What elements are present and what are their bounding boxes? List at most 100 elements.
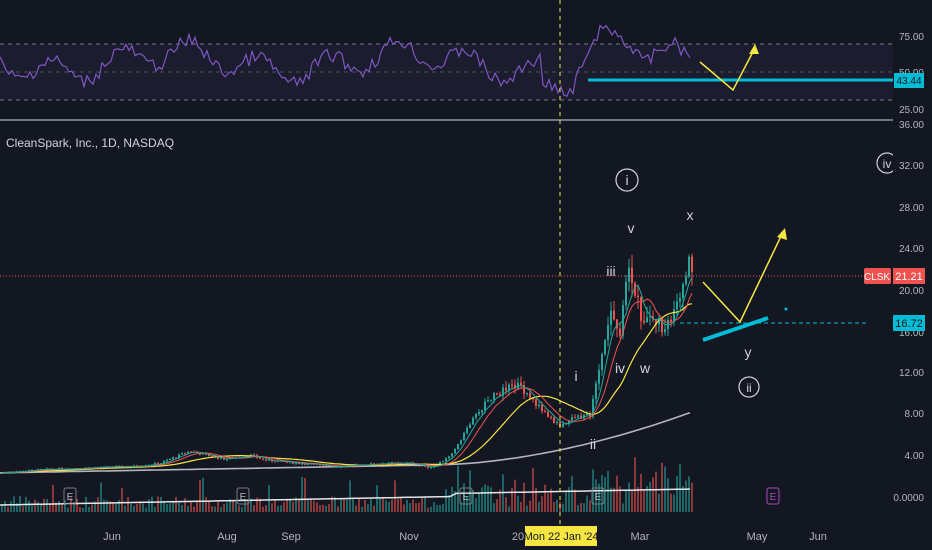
volume-bar	[100, 482, 102, 512]
volume-bar	[532, 468, 534, 512]
candle-body	[496, 392, 498, 395]
candle-body	[295, 462, 297, 464]
rsi-line	[0, 24, 691, 97]
volume-bar	[256, 497, 258, 512]
volume-bar	[574, 489, 576, 512]
volume-bar	[361, 506, 363, 512]
volume-bar	[91, 504, 93, 512]
volume-bar	[211, 506, 213, 512]
volume-bar	[229, 499, 231, 512]
candle-body	[319, 464, 321, 466]
volume-bar	[589, 500, 591, 512]
time-tick-label: Jun	[103, 531, 121, 543]
candle-body	[643, 320, 645, 323]
volume-bar	[178, 502, 180, 512]
candle-body	[184, 453, 186, 455]
volume-bar	[511, 487, 513, 512]
candle-body	[349, 464, 351, 466]
wave-label-ii: ii	[590, 436, 596, 452]
price-axis: 0.0000 4.00 8.00 12.00 16.00 20.00 24.00 28.00 3…	[893, 120, 924, 504]
volume-bar	[112, 501, 114, 512]
volume-bar	[490, 487, 492, 512]
volume-bar	[238, 505, 240, 512]
candle-body	[673, 309, 675, 322]
volume-bar	[67, 507, 69, 512]
volume-bar	[409, 502, 411, 512]
volume-bar	[535, 487, 537, 512]
volume-bar	[430, 506, 432, 512]
candle-body	[511, 384, 513, 386]
volume-bar	[382, 498, 384, 512]
candle-body	[442, 461, 444, 463]
candle-body	[652, 316, 654, 320]
volume-bar	[427, 507, 429, 512]
volume-bar	[181, 505, 183, 512]
svg-text:Mon 22 Jan '24: Mon 22 Jan '24	[524, 531, 599, 543]
volume-bar	[322, 504, 324, 512]
volume-bar	[10, 501, 12, 512]
volume-bar	[55, 502, 57, 512]
volume-bar	[184, 498, 186, 512]
volume-bar	[247, 501, 249, 512]
candle-body	[598, 370, 600, 384]
volume-bar	[355, 505, 357, 512]
volume-bar	[571, 476, 573, 512]
volume-bar	[166, 503, 168, 512]
svg-text:21.21: 21.21	[895, 271, 923, 283]
price-tick-label: 12.00	[899, 368, 924, 379]
rsi-pane	[0, 24, 893, 101]
candle-body	[463, 432, 465, 441]
volume-bar	[343, 498, 345, 512]
time-axis: Jun Aug Sep Nov 20 Mar May Jun	[103, 531, 827, 543]
earnings-marker-label: E	[240, 492, 247, 503]
volume-bar	[340, 499, 342, 512]
candle-body	[571, 417, 573, 421]
candle-body	[658, 317, 660, 325]
candle-body	[388, 462, 390, 464]
candle-body	[64, 469, 66, 471]
rsi-value-tag: 43.44	[894, 73, 924, 88]
volume-bar	[655, 471, 657, 512]
volume-bar	[88, 507, 90, 512]
volume-bar	[346, 499, 348, 512]
volume-bar	[40, 504, 42, 512]
volume-bar	[394, 480, 396, 512]
candle-body	[556, 421, 558, 423]
trendline-dot	[784, 307, 788, 311]
candle-body	[172, 457, 174, 460]
volume-bar	[157, 496, 159, 512]
volume-bar	[484, 484, 486, 512]
volume-bar	[538, 501, 540, 512]
volume-bar	[622, 503, 624, 512]
volume-bar	[37, 502, 39, 512]
candle-body	[637, 295, 639, 298]
volume-bar	[652, 477, 654, 512]
candle-body	[454, 449, 456, 454]
volume-bar	[604, 477, 606, 512]
volume-bar	[325, 505, 327, 512]
candle-body	[253, 454, 255, 456]
candle-body	[205, 453, 207, 455]
time-tick-label: May	[747, 531, 768, 543]
volume-bar	[607, 470, 609, 512]
volume-bar	[286, 499, 288, 512]
volume-bar	[58, 500, 60, 512]
wave-label-x: x	[687, 207, 694, 223]
volume-bar	[586, 495, 588, 512]
volume-bar	[433, 502, 435, 512]
volume-bar	[691, 482, 693, 512]
volume-bar	[370, 498, 372, 512]
volume-bar	[136, 504, 138, 512]
candle-body	[277, 461, 279, 463]
candle-body	[499, 394, 501, 396]
volume-bar	[577, 505, 579, 512]
candle-body	[268, 459, 270, 461]
volume-bar	[301, 476, 303, 512]
volume-bar	[160, 496, 162, 512]
volume-bar	[529, 500, 531, 512]
volume-bar	[367, 504, 369, 512]
volume-bar	[400, 497, 402, 512]
candle-body	[217, 456, 219, 459]
volume-bar	[673, 494, 675, 512]
